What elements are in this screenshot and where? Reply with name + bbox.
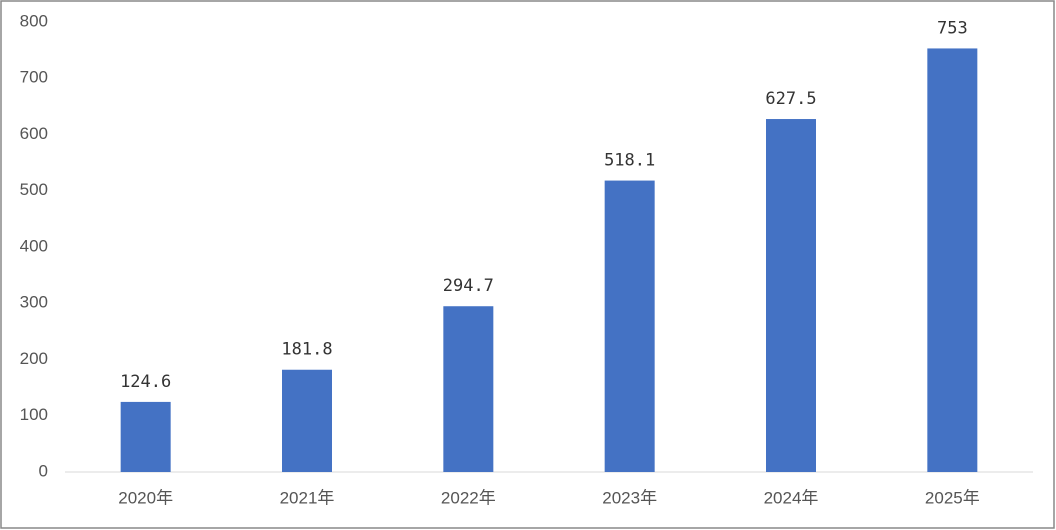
y-tick-label: 400	[20, 236, 48, 255]
value-label: 124.6	[120, 372, 171, 392]
y-tick-label: 300	[20, 293, 48, 312]
bar	[443, 306, 494, 472]
y-tick-label: 600	[20, 124, 48, 143]
bar	[120, 401, 171, 472]
y-tick-label: 100	[20, 405, 48, 424]
x-tick-label: 2020年	[118, 488, 173, 507]
y-tick-label: 200	[20, 349, 48, 368]
y-tick-label: 500	[20, 180, 48, 199]
x-tick-label: 2022年	[441, 488, 496, 507]
bar	[604, 180, 655, 472]
value-label: 627.5	[765, 89, 816, 109]
y-tick-label: 800	[20, 11, 48, 30]
value-label: 294.7	[443, 276, 494, 296]
value-label: 753	[937, 18, 968, 38]
x-tick-label: 2023年	[602, 488, 657, 507]
bar	[927, 48, 978, 472]
x-tick-label: 2024年	[764, 488, 819, 507]
bar	[766, 119, 816, 472]
value-label: 518.1	[604, 151, 655, 171]
x-tick-label: 2025年	[925, 488, 980, 507]
y-tick-label: 700	[20, 68, 48, 87]
y-tick-label: 0	[39, 461, 48, 480]
x-tick-label: 2021年	[280, 488, 335, 507]
bar	[282, 369, 332, 472]
value-label: 181.8	[281, 340, 332, 360]
